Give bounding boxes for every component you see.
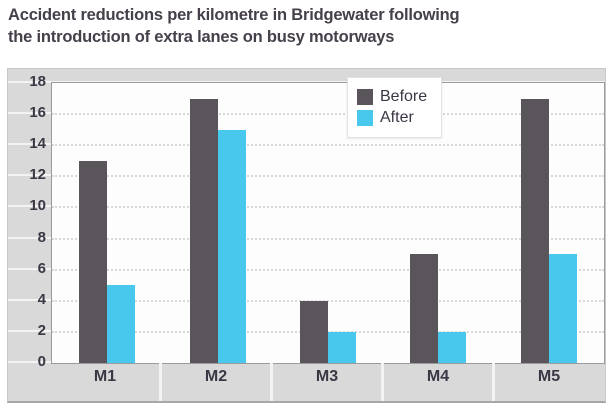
legend-label-after: After — [380, 109, 414, 126]
before-series-swatch — [357, 89, 373, 105]
bar-before-m2 — [189, 98, 218, 363]
bar-before-m5 — [520, 98, 549, 363]
legend-item-after: After — [357, 109, 427, 127]
legend: Before After — [347, 77, 443, 138]
x-label-m5: M5 — [492, 363, 603, 401]
bar-chart: 0 2 4 6 8 10 12 14 16 18 Before After M1 M2 M3 M4 M5 — [7, 68, 606, 403]
x-label-m2: M2 — [159, 363, 270, 401]
plot-gridline — [52, 175, 604, 178]
plot-gridline — [52, 268, 604, 271]
plot-gridline — [52, 330, 604, 333]
y-tick-label: 4 — [37, 290, 46, 308]
bar-after-m1 — [107, 285, 136, 363]
chart-title: Accident reductions per kilometre in Bri… — [8, 4, 460, 48]
y-tick-label: 0 — [37, 353, 46, 370]
bar-before-m1 — [79, 160, 108, 363]
x-axis: M1 M2 M3 M4 M5 — [51, 363, 603, 401]
plot-gridline — [52, 206, 604, 209]
y-tick-label: 10 — [29, 197, 46, 215]
y-tick-label: 2 — [37, 321, 46, 339]
y-tick-label: 14 — [29, 135, 46, 153]
bar-after-m4 — [438, 331, 467, 363]
plot-gridline — [52, 237, 604, 240]
y-tick-label: 6 — [37, 259, 46, 277]
y-tick-label: 18 — [29, 73, 46, 90]
x-label-m1: M1 — [93, 368, 117, 385]
y-tick-label: 16 — [29, 104, 46, 122]
bar-after-m5 — [548, 254, 577, 363]
bar-after-m3 — [328, 331, 356, 363]
plot-gridline — [52, 299, 604, 302]
chart-title-line2: the introduction of extra lanes on busy … — [8, 28, 395, 46]
plot-area — [51, 82, 605, 364]
y-tick-label: 12 — [29, 166, 46, 184]
bar-after-m2 — [217, 129, 246, 363]
legend-item-before: Before — [357, 88, 427, 106]
x-label-m4: M4 — [381, 363, 492, 401]
legend-label-before: Before — [380, 88, 428, 105]
bar-before-m3 — [300, 300, 328, 363]
plot-gridline — [52, 144, 604, 147]
after-series-swatch — [357, 110, 373, 126]
y-tick-label: 8 — [37, 228, 46, 246]
plot-gridline — [52, 113, 604, 116]
bar-before-m4 — [410, 254, 439, 363]
chart-title-line1: Accident reductions per kilometre in Bri… — [8, 6, 460, 24]
x-label-m3: M3 — [270, 363, 381, 401]
